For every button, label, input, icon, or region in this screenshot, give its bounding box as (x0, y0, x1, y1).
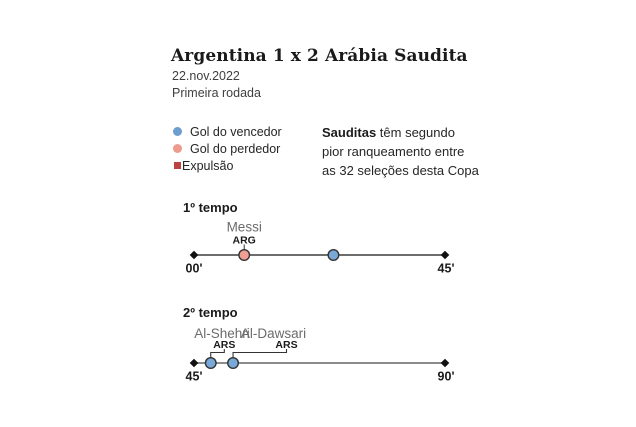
side-note-text-1: têm segundo (376, 125, 455, 140)
side-note: Sauditas têm segundo pior ranqueamento e… (322, 123, 480, 180)
round-label: Primeira rodada (172, 86, 261, 100)
time-label-end: 45' (438, 262, 455, 276)
player-name-label: Messi (227, 220, 262, 235)
page-title: Argentina 1 x 2 Arábia Saudita (171, 46, 468, 66)
side-note-lead: Sauditas (322, 125, 377, 140)
red-card-square-icon (174, 162, 181, 169)
legend-label: Expulsão (182, 158, 234, 173)
timeline-end-diamond (440, 358, 450, 368)
winner-goal-dot-icon (173, 127, 182, 136)
label-connector-line (210, 349, 225, 358)
timeline-end-diamond (440, 250, 450, 260)
player-name-label: Al-Dawsari (241, 326, 306, 341)
team-code-label: ARG (233, 235, 256, 247)
time-label-start: 45' (186, 370, 203, 384)
time-label-end: 90' (438, 370, 455, 384)
timeline-start-diamond (189, 358, 199, 368)
legend-item-expulsion: Expulsão (173, 157, 282, 174)
second-half-title: 2º tempo (183, 305, 238, 320)
winner-goal-dot (227, 357, 240, 370)
team-code-label: ARS (275, 339, 297, 351)
legend-item-winner-goal: Gol do vencedor (173, 123, 282, 140)
legend: Gol do vencedor Gol do perdedor Expulsão (173, 123, 282, 174)
time-label-start: 00' (186, 262, 203, 276)
label-connector-line (232, 349, 288, 358)
loser-goal-dot (238, 248, 251, 261)
side-note-text-2: pior ranqueamento entre (322, 144, 465, 159)
legend-label: Gol do perdedor (190, 141, 281, 156)
timeline-start-diamond (189, 250, 199, 260)
player-name-label: Al-Shehri (194, 326, 250, 341)
match-date: 22.nov.2022 (172, 69, 240, 83)
winner-goal-dot (327, 248, 340, 261)
team-code-label: ARS (213, 339, 235, 351)
legend-label: Gol do vencedor (190, 124, 282, 139)
side-note-text-3: as 32 seleções desta Copa (322, 163, 479, 178)
winner-goal-dot (204, 357, 217, 370)
legend-item-loser-goal: Gol do perdedor (173, 140, 282, 157)
loser-goal-dot-icon (173, 144, 182, 153)
first-half-title: 1º tempo (183, 200, 238, 215)
